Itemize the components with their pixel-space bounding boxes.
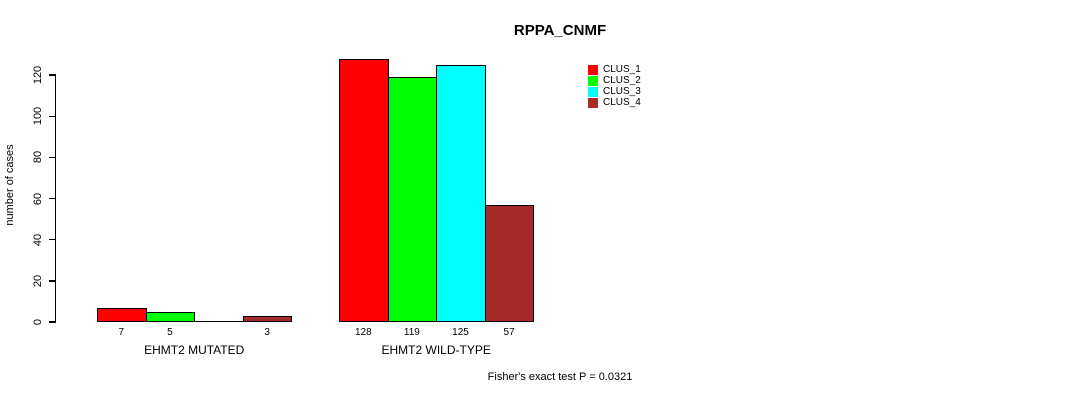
legend-color-swatch <box>588 64 598 75</box>
bar <box>484 204 535 322</box>
annotation-fishers-test: Fisher's exact test P = 0.0321 <box>487 371 633 383</box>
bar <box>339 58 389 322</box>
bar <box>97 307 147 322</box>
y-axis-tick-label: 100 <box>32 107 44 126</box>
bar-value-label: 5 <box>167 327 173 338</box>
bar-value-label: 3 <box>264 327 270 338</box>
x-axis-group-label: EHMT2 MUTATED <box>144 343 245 357</box>
y-axis-tick-label: 120 <box>32 66 44 85</box>
bar <box>145 311 196 322</box>
y-axis-tick <box>49 74 56 76</box>
y-axis-tick <box>49 156 56 159</box>
y-axis-tick <box>49 280 56 282</box>
bar-value-label: 128 <box>354 327 372 338</box>
legend-label: CLUS_2 <box>603 75 641 86</box>
legend-label: CLUS_4 <box>603 97 641 108</box>
legend-item: CLUS_1 <box>588 64 641 75</box>
bar-value-label: 7 <box>118 327 125 338</box>
y-axis-tick <box>49 115 56 118</box>
y-axis-tick-label: 40 <box>32 233 44 246</box>
y-axis-tick-label: 0 <box>32 318 44 326</box>
legend-item: CLUS_4 <box>588 97 641 108</box>
bar <box>242 315 293 322</box>
bar <box>436 64 486 322</box>
legend-item: CLUS_3 <box>588 86 641 97</box>
chart-title: RPPA_CNMF <box>513 22 607 39</box>
legend-color-swatch <box>588 97 598 108</box>
legend-label: CLUS_1 <box>603 64 641 75</box>
bar <box>387 77 438 322</box>
y-axis-tick <box>49 321 56 323</box>
bar-zero-height <box>194 320 244 322</box>
legend-color-swatch <box>588 86 598 97</box>
x-axis-group-label: EHMT2 WILD-TYPE <box>381 343 491 357</box>
bar-value-label: 57 <box>503 327 515 338</box>
y-axis-tick-label: 20 <box>32 274 44 287</box>
legend-color-swatch <box>588 75 598 86</box>
y-axis-tick-label: 80 <box>32 151 44 164</box>
bar-value-label: 119 <box>403 327 420 338</box>
y-axis-tick <box>49 197 56 200</box>
legend: CLUS_1 CLUS_2 CLUS_3 CLUS_4 <box>588 64 641 108</box>
y-axis-tick-label: 60 <box>32 192 44 205</box>
bar-value-label: 125 <box>452 327 469 338</box>
legend-label: CLUS_3 <box>603 86 641 97</box>
y-axis-tick <box>49 238 56 241</box>
legend-item: CLUS_2 <box>588 75 641 86</box>
y-axis-label: number of cases <box>4 144 16 226</box>
